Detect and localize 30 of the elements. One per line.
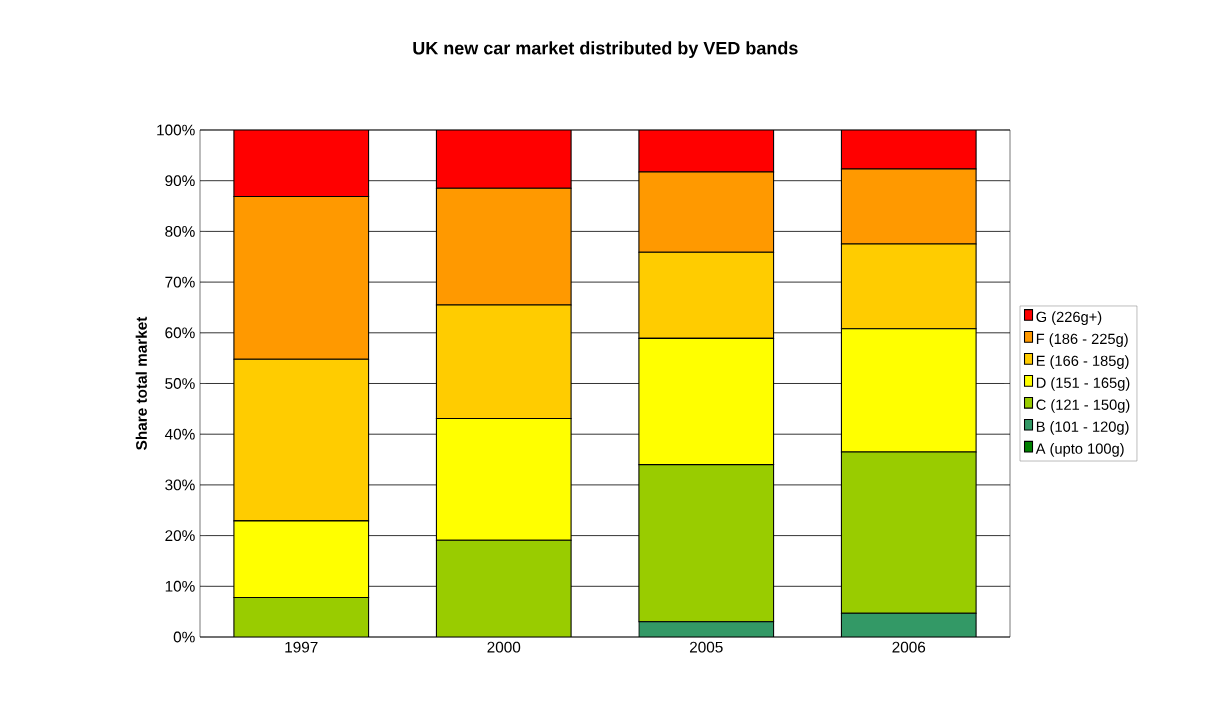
legend-label: D (151 - 165g) — [1036, 377, 1130, 391]
bar — [638, 621, 775, 637]
y-tick-label: 0% — [173, 631, 195, 643]
y-tick-label: 20% — [165, 530, 195, 542]
y-tick-label: 90% — [165, 175, 195, 187]
legend-label: F (186 - 225g) — [1036, 333, 1128, 347]
y-tick-label: 80% — [165, 225, 195, 237]
y-tick-label: 70% — [165, 276, 195, 288]
legend-label: C (121 - 150g) — [1036, 399, 1130, 413]
x-tick-label: 2006 — [892, 641, 926, 653]
bar — [840, 130, 977, 170]
chart-title: UK new car market distributed by VED bands — [413, 41, 798, 59]
x-tick-label: 1997 — [285, 641, 318, 653]
legend-label: E (166 - 185g) — [1036, 355, 1129, 369]
bar — [435, 130, 572, 189]
x-tick-label: 2000 — [487, 641, 521, 653]
y-tick-label: 100% — [157, 124, 195, 136]
y-tick-label: 10% — [165, 580, 195, 592]
bar — [233, 130, 370, 197]
y-axis-title: Share total market — [135, 316, 147, 450]
y-tick-label: 50% — [165, 378, 195, 389]
bar — [638, 130, 775, 173]
y-tick-label: 60% — [165, 327, 195, 339]
bar — [840, 612, 977, 637]
legend-label: A (upto 100g) — [1035, 443, 1124, 457]
legend-label: G (226g+) — [1036, 311, 1102, 325]
y-tick-label: 40% — [164, 428, 195, 440]
y-tick-label: 30% — [165, 479, 195, 491]
legend-label: B (101 - 120g) — [1036, 421, 1129, 435]
x-tick-label: 2005 — [689, 641, 723, 653]
